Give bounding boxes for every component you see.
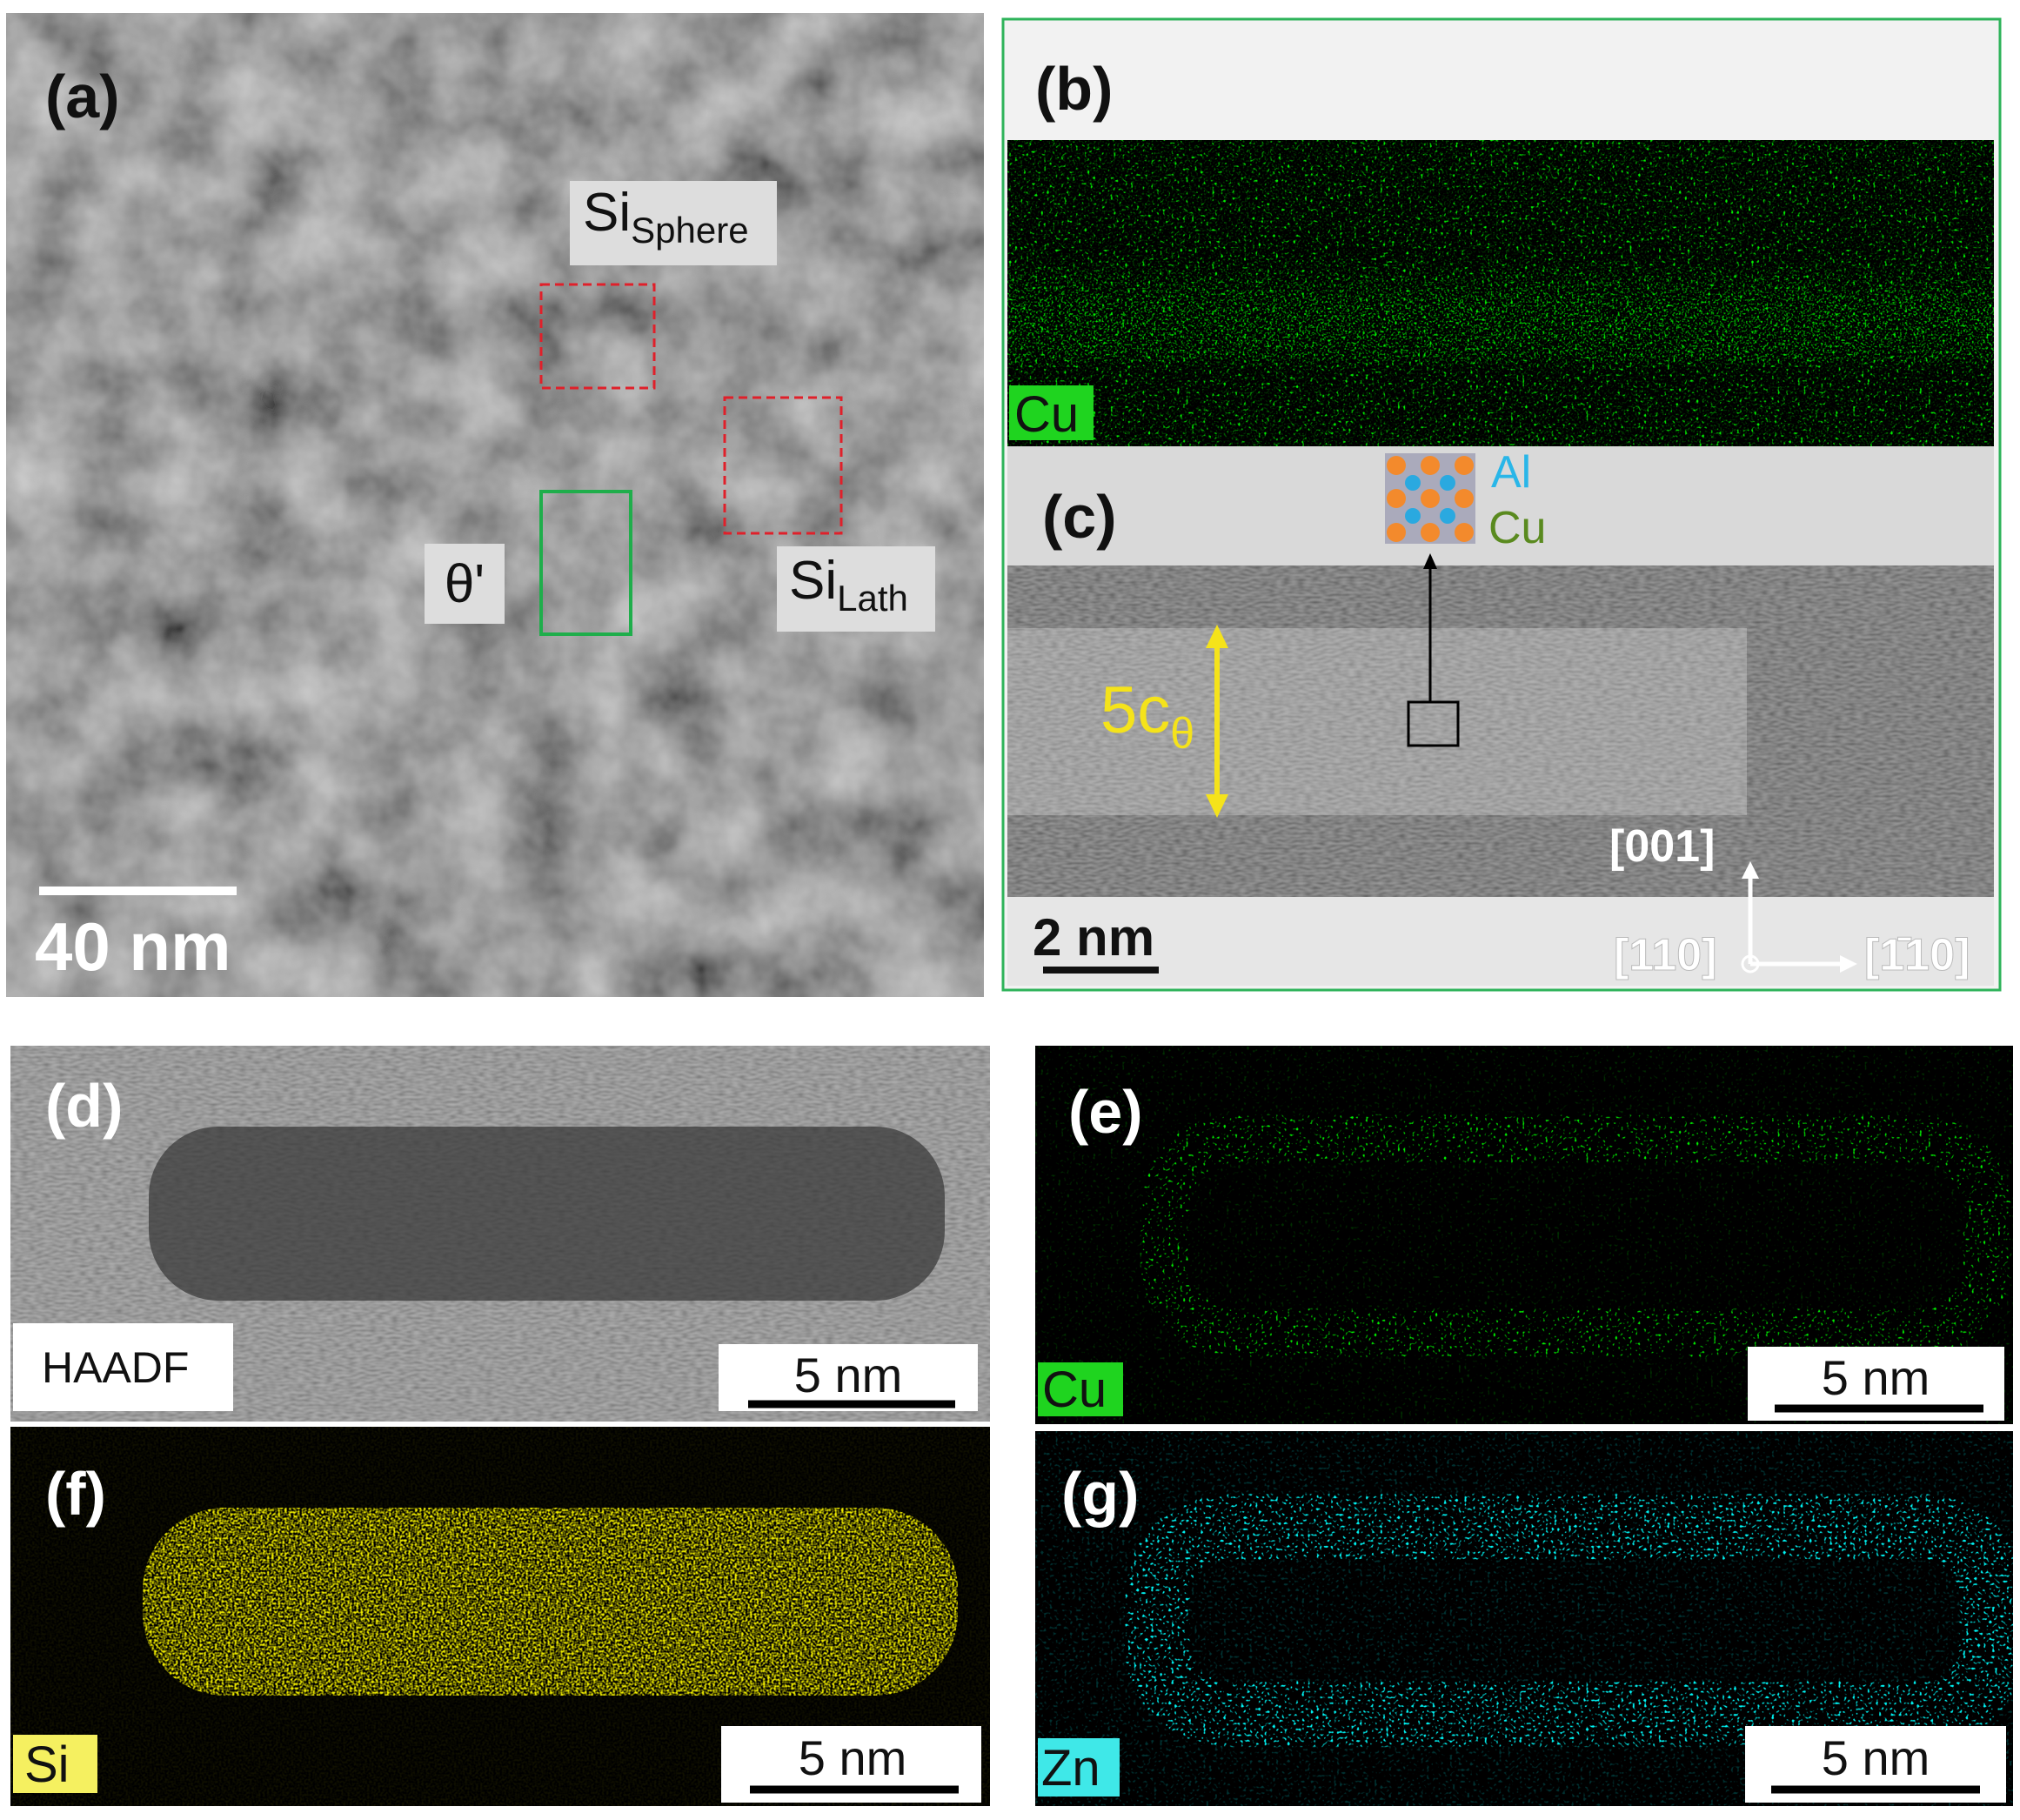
- panel-e: (e) Cu 5 nm: [1035, 1046, 2013, 1424]
- spacing-sub: θ: [1170, 709, 1194, 758]
- axis-origin: [1741, 954, 1760, 974]
- eds-texture: [1007, 140, 1994, 446]
- label-box: [777, 546, 935, 632]
- panel-label: (b): [1035, 55, 1113, 123]
- element-box: [1038, 1738, 1120, 1797]
- annotation: SiLath: [789, 551, 908, 619]
- direction-label: [110]: [1614, 930, 1717, 980]
- label-box: [570, 181, 777, 265]
- panel-label: (g): [1061, 1460, 1139, 1528]
- annotation-main: Si: [789, 551, 837, 611]
- header-band: [1007, 446, 1994, 565]
- panel-g: (g) Zn 5 nm: [1035, 1431, 2013, 1806]
- panel-label: (f): [45, 1460, 106, 1528]
- panel-bc: (b) Cu (c) Al Cu 5cθ [001] [110]: [1001, 17, 2002, 992]
- annotation: SiSphere: [583, 183, 749, 251]
- annotation-sub: Sphere: [631, 210, 748, 251]
- roi-box: [539, 490, 632, 636]
- scale-label: 40 nm: [35, 908, 231, 985]
- scale-label: 5 nm: [794, 1348, 903, 1402]
- precipitate: [1007, 628, 1747, 815]
- direction-label: [001]: [1609, 821, 1715, 872]
- label-box: [425, 544, 505, 624]
- panel-label: (e): [1068, 1078, 1143, 1146]
- roi-box: [539, 283, 656, 390]
- roi-box: [723, 396, 843, 535]
- arrow-head: [1840, 955, 1857, 973]
- annotation: θ': [445, 554, 485, 614]
- scale-label: 5 nm: [1822, 1350, 1930, 1405]
- scale-label: 2 nm: [1033, 908, 1154, 967]
- spacing-label: 5cθ: [1100, 673, 1194, 758]
- micrograph-texture: [6, 13, 984, 997]
- element-label: Zn: [1041, 1740, 1100, 1797]
- element-label: Cu: [1042, 1362, 1107, 1418]
- panel-label: (d): [45, 1072, 123, 1140]
- arrow-head: [1206, 794, 1228, 818]
- legend-label: Al: [1491, 447, 1531, 498]
- mode-label: HAADF: [42, 1343, 189, 1392]
- panel-d: (d) HAADF 5 nm: [10, 1046, 990, 1422]
- micrograph-texture: [1007, 565, 1994, 897]
- element-label: Si: [24, 1736, 70, 1793]
- element-box: [1038, 1362, 1123, 1416]
- element-label: Cu: [1014, 386, 1079, 443]
- panel-label: (c): [1042, 483, 1117, 551]
- legend-label: Cu: [1488, 503, 1546, 553]
- direction-label: [1̄10]: [1864, 930, 1970, 980]
- element-box: [1009, 385, 1094, 440]
- scale-label: 5 nm: [1822, 1730, 1930, 1785]
- annotation-main: Si: [583, 183, 631, 243]
- roi-box: [1407, 700, 1460, 747]
- panel-f: (f) Si 5 nm: [10, 1427, 990, 1806]
- element-box: [13, 1735, 97, 1793]
- scale-box: [719, 1344, 978, 1411]
- annotation-sub: Lath: [837, 578, 908, 619]
- footer-band: [1007, 897, 1994, 986]
- panel-label: (a): [45, 63, 120, 130]
- arrow-head: [1206, 625, 1228, 648]
- spacing-main: 5c: [1100, 673, 1170, 747]
- precipitate: [149, 1127, 945, 1301]
- arrow-head: [1742, 861, 1759, 879]
- scale-label: 5 nm: [799, 1730, 907, 1785]
- arrow-head: [1423, 553, 1437, 569]
- panel-a: (a) SiSphere θ' SiLath 40 nm: [6, 13, 984, 997]
- unit-cell-icon: [1385, 453, 1475, 544]
- label-box: [13, 1323, 233, 1411]
